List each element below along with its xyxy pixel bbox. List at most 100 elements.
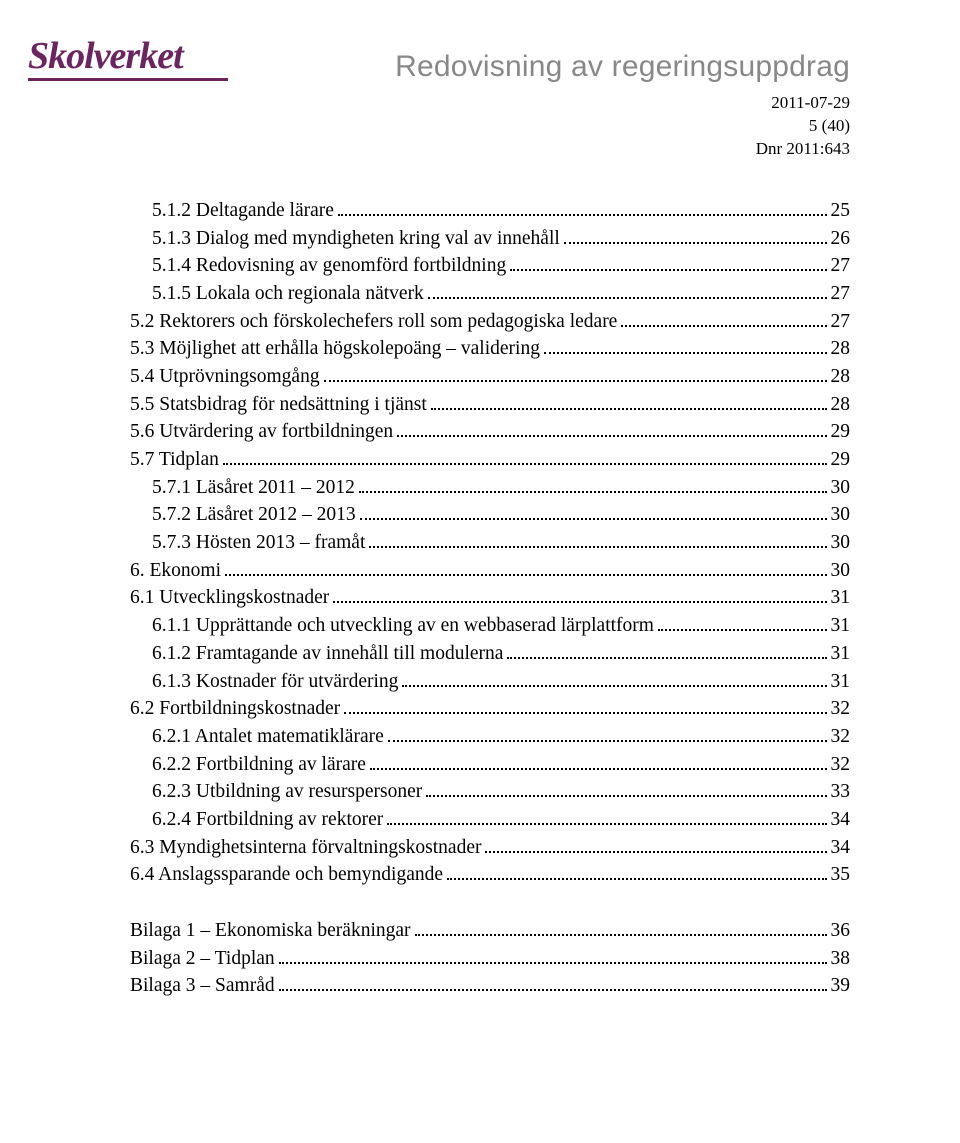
toc-label: 5.1.5 Lokala och regionala nätverk xyxy=(152,280,424,308)
toc-row: 5.3 Möjlighet att erhålla högskolepoäng … xyxy=(130,335,850,363)
toc-page-number: 32 xyxy=(831,695,851,723)
header-dnr: Dnr 2011:643 xyxy=(130,138,850,161)
toc-leader-dots xyxy=(338,214,827,216)
toc-row: 5.7 Tidplan 29 xyxy=(130,446,850,474)
toc-page-number: 30 xyxy=(831,529,851,557)
toc-label: 6.1.2 Framtagande av innehåll till modul… xyxy=(152,640,503,668)
toc-row: Bilaga 3 – Samråd 39 xyxy=(130,972,850,1000)
toc-page-number: 32 xyxy=(831,723,851,751)
toc-row: 6.1.3 Kostnader för utvärdering 31 xyxy=(130,668,850,696)
toc-label: 5.3 Möjlighet att erhålla högskolepoäng … xyxy=(130,335,540,363)
toc-row: 6.1.2 Framtagande av innehåll till modul… xyxy=(130,640,850,668)
toc-leader-dots xyxy=(658,629,827,631)
toc-leader-dots xyxy=(426,795,826,797)
toc-leader-dots xyxy=(388,740,827,742)
toc-label: Bilaga 3 – Samråd xyxy=(130,972,275,1000)
toc-leader-dots xyxy=(324,380,827,382)
toc-label: 6. Ekonomi xyxy=(130,557,221,585)
toc-row: 5.5 Statsbidrag för nedsättning i tjänst… xyxy=(130,391,850,419)
toc-leader-dots xyxy=(359,491,827,493)
toc-label: Bilaga 1 – Ekonomiska beräkningar xyxy=(130,917,411,945)
toc-row: 6.2 Fortbildningskostnader 32 xyxy=(130,695,850,723)
toc-leader-dots xyxy=(360,518,827,520)
toc-label: 5.7.3 Hösten 2013 – framåt xyxy=(152,529,365,557)
appendix-list: Bilaga 1 – Ekonomiska beräkningar36Bilag… xyxy=(130,917,850,1000)
toc-label: 6.1.3 Kostnader för utvärdering xyxy=(152,668,398,696)
toc-label: 5.7.2 Läsåret 2012 – 2013 xyxy=(152,501,356,529)
toc-leader-dots xyxy=(564,242,827,244)
toc-leader-dots xyxy=(428,297,827,299)
toc-leader-dots xyxy=(344,712,826,714)
toc-row: 5.2 Rektorers och förskolechefers roll s… xyxy=(130,308,850,336)
toc-row: 5.6 Utvärdering av fortbildningen 29 xyxy=(130,418,850,446)
toc-row: 5.1.5 Lokala och regionala nätverk 27 xyxy=(130,280,850,308)
toc-row: 6.4 Anslagssparande och bemyndigande 35 xyxy=(130,861,850,889)
toc-page-number: 38 xyxy=(831,945,851,973)
toc-label: 5.1.2 Deltagande lärare xyxy=(152,197,334,225)
toc-page-number: 31 xyxy=(831,640,851,668)
toc-leader-dots xyxy=(223,463,827,465)
toc-page-number: 27 xyxy=(831,280,851,308)
toc-row: 5.7.3 Hösten 2013 – framåt 30 xyxy=(130,529,850,557)
toc-leader-dots xyxy=(402,685,826,687)
toc-label: 6.1 Utvecklingskostnader xyxy=(130,584,329,612)
toc-leader-dots xyxy=(225,574,827,576)
toc-leader-dots xyxy=(510,269,826,271)
toc-page-number: 33 xyxy=(831,778,851,806)
header-page-number: 5 (40) xyxy=(130,115,850,138)
toc-label: 5.7 Tidplan xyxy=(130,446,219,474)
page-title: Redovisning av regeringsuppdrag xyxy=(130,50,850,84)
toc-label: 6.2 Fortbildningskostnader xyxy=(130,695,340,723)
toc-row: 6. Ekonomi 30 xyxy=(130,557,850,585)
toc-label: 5.6 Utvärdering av fortbildningen xyxy=(130,418,393,446)
toc-row: 6.3 Myndighetsinterna förvaltningskostna… xyxy=(130,834,850,862)
header-meta: 2011-07-29 5 (40) Dnr 2011:643 xyxy=(130,92,850,161)
toc-row: 5.1.2 Deltagande lärare25 xyxy=(130,197,850,225)
toc-page-number: 35 xyxy=(831,861,851,889)
toc-row: 6.2.2 Fortbildning av lärare 32 xyxy=(130,751,850,779)
toc-row: 6.2.4 Fortbildning av rektorer34 xyxy=(130,806,850,834)
toc-page-number: 29 xyxy=(831,446,851,474)
toc-page-number: 31 xyxy=(831,612,851,640)
toc-page-number: 30 xyxy=(831,501,851,529)
toc-row: Bilaga 2 – Tidplan38 xyxy=(130,945,850,973)
toc-label: 6.2.4 Fortbildning av rektorer xyxy=(152,806,383,834)
toc-page-number: 29 xyxy=(831,418,851,446)
toc-label: 5.2 Rektorers och förskolechefers roll s… xyxy=(130,308,617,336)
toc-page-number: 30 xyxy=(831,474,851,502)
toc-leader-dots xyxy=(544,352,827,354)
toc-row: 5.7.2 Läsåret 2012 – 2013 30 xyxy=(130,501,850,529)
logo-underline xyxy=(28,78,228,81)
toc-label: 5.7.1 Läsåret 2011 – 2012 xyxy=(152,474,355,502)
toc-label: 5.5 Statsbidrag för nedsättning i tjänst xyxy=(130,391,427,419)
toc-page-number: 30 xyxy=(831,557,851,585)
toc-label: 6.4 Anslagssparande och bemyndigande xyxy=(130,861,443,889)
toc-label: 5.1.4 Redovisning av genomförd fortbildn… xyxy=(152,252,506,280)
toc-page-number: 34 xyxy=(831,834,851,862)
toc-label: 5.4 Utprövningsomgång xyxy=(130,363,320,391)
document-page: Skolverket Redovisning av regeringsuppdr… xyxy=(0,0,960,1050)
toc-row: 6.1.1 Upprättande och utveckling av en w… xyxy=(130,612,850,640)
toc-row: 5.1.3 Dialog med myndigheten kring val a… xyxy=(130,225,850,253)
toc-label: 6.2.1 Antalet matematiklärare xyxy=(152,723,384,751)
toc-row: 6.2.3 Utbildning av resurspersoner 33 xyxy=(130,778,850,806)
toc-leader-dots xyxy=(279,962,827,964)
toc-label: 6.2.2 Fortbildning av lärare xyxy=(152,751,366,779)
table-of-contents: 5.1.2 Deltagande lärare255.1.3 Dialog me… xyxy=(130,197,850,889)
toc-leader-dots xyxy=(387,823,826,825)
toc-page-number: 28 xyxy=(831,363,851,391)
toc-label: 6.3 Myndighetsinterna förvaltningskostna… xyxy=(130,834,481,862)
toc-row: 5.1.4 Redovisning av genomförd fortbildn… xyxy=(130,252,850,280)
toc-page-number: 32 xyxy=(831,751,851,779)
toc-row: Bilaga 1 – Ekonomiska beräkningar 36 xyxy=(130,917,850,945)
toc-leader-dots xyxy=(415,934,827,936)
toc-page-number: 31 xyxy=(831,668,851,696)
toc-row: 5.4 Utprövningsomgång 28 xyxy=(130,363,850,391)
toc-label: 6.2.3 Utbildning av resurspersoner xyxy=(152,778,422,806)
toc-page-number: 39 xyxy=(831,972,851,1000)
skolverket-logo: Skolverket xyxy=(28,34,183,78)
toc-page-number: 36 xyxy=(831,917,851,945)
toc-leader-dots xyxy=(279,989,827,991)
toc-page-number: 28 xyxy=(831,335,851,363)
toc-leader-dots xyxy=(397,435,826,437)
